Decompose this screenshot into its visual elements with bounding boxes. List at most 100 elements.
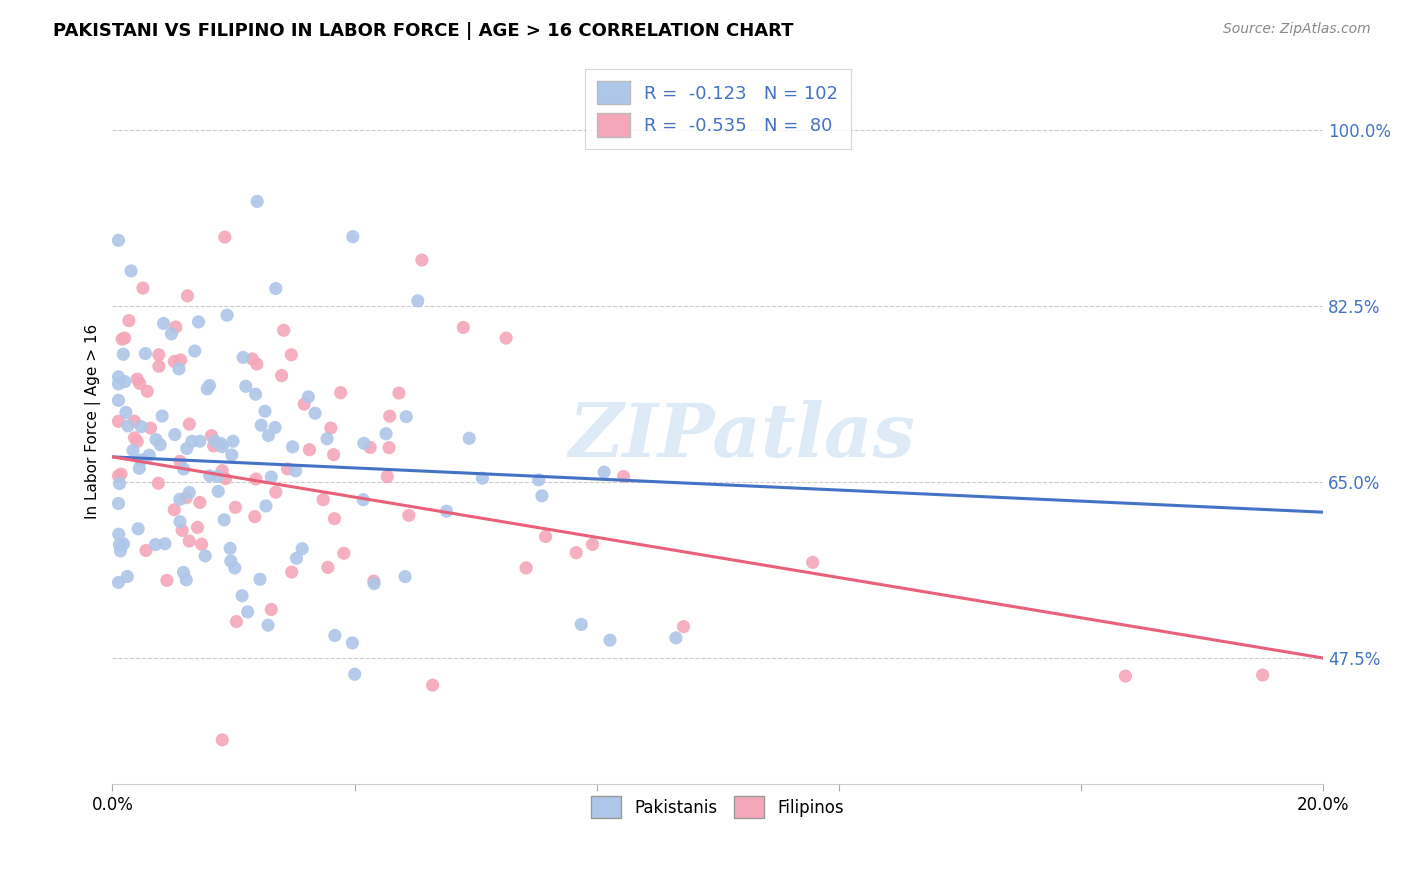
Point bbox=[169, 454, 191, 468]
Point bbox=[292, 397, 315, 411]
Point bbox=[277, 462, 299, 476]
Text: Source: ZipAtlas.com: Source: ZipAtlas.com bbox=[1223, 22, 1371, 37]
Point bbox=[152, 317, 174, 331]
Point bbox=[221, 448, 243, 462]
Point bbox=[222, 434, 245, 449]
Point bbox=[801, 555, 824, 569]
Point bbox=[114, 375, 136, 389]
Point bbox=[204, 434, 226, 448]
Point bbox=[107, 233, 129, 247]
Point bbox=[167, 362, 190, 376]
Point bbox=[250, 418, 273, 433]
Point bbox=[298, 442, 321, 457]
Point bbox=[120, 264, 142, 278]
Point bbox=[207, 484, 229, 499]
Point bbox=[530, 489, 553, 503]
Point bbox=[672, 620, 695, 634]
Point bbox=[599, 633, 621, 648]
Point bbox=[148, 348, 170, 362]
Point bbox=[107, 469, 129, 483]
Point bbox=[329, 385, 352, 400]
Point bbox=[174, 573, 197, 587]
Point bbox=[212, 513, 235, 527]
Point bbox=[343, 667, 366, 681]
Point bbox=[179, 417, 201, 431]
Point bbox=[145, 538, 167, 552]
Point bbox=[665, 631, 688, 645]
Point bbox=[260, 470, 283, 484]
Point bbox=[111, 332, 134, 346]
Point bbox=[198, 468, 221, 483]
Point bbox=[243, 509, 266, 524]
Point bbox=[184, 343, 207, 358]
Point bbox=[107, 370, 129, 384]
Point bbox=[148, 359, 170, 374]
Point bbox=[149, 438, 172, 452]
Point bbox=[593, 465, 616, 479]
Point bbox=[163, 427, 186, 442]
Point bbox=[139, 421, 162, 435]
Point bbox=[108, 538, 131, 552]
Point bbox=[270, 368, 292, 383]
Point bbox=[581, 537, 603, 551]
Y-axis label: In Labor Force | Age > 16: In Labor Force | Age > 16 bbox=[86, 324, 101, 519]
Point bbox=[280, 348, 302, 362]
Point bbox=[458, 431, 481, 445]
Point bbox=[254, 499, 277, 513]
Point bbox=[359, 441, 381, 455]
Point bbox=[211, 464, 233, 478]
Point bbox=[422, 678, 444, 692]
Point bbox=[257, 618, 280, 632]
Point bbox=[132, 281, 155, 295]
Point bbox=[1251, 668, 1274, 682]
Point bbox=[179, 485, 201, 500]
Point bbox=[436, 504, 458, 518]
Point bbox=[240, 351, 263, 366]
Point bbox=[136, 384, 159, 399]
Point bbox=[273, 323, 295, 337]
Point bbox=[190, 537, 212, 551]
Point bbox=[112, 537, 135, 551]
Point bbox=[172, 566, 194, 580]
Text: PAKISTANI VS FILIPINO IN LABOR FORCE | AGE > 16 CORRELATION CHART: PAKISTANI VS FILIPINO IN LABOR FORCE | A… bbox=[53, 22, 794, 40]
Point bbox=[495, 331, 517, 345]
Point bbox=[163, 354, 186, 368]
Point bbox=[453, 320, 475, 334]
Point bbox=[388, 386, 411, 401]
Point bbox=[118, 313, 141, 327]
Point bbox=[107, 414, 129, 428]
Point bbox=[333, 546, 356, 560]
Point bbox=[398, 508, 420, 523]
Point bbox=[235, 379, 257, 393]
Point bbox=[173, 462, 195, 476]
Point bbox=[134, 346, 156, 360]
Point bbox=[342, 229, 364, 244]
Point bbox=[245, 387, 267, 401]
Point bbox=[214, 472, 236, 486]
Point bbox=[107, 575, 129, 590]
Point bbox=[225, 615, 247, 629]
Point bbox=[107, 527, 129, 541]
Point bbox=[232, 351, 254, 365]
Point bbox=[207, 469, 229, 483]
Point bbox=[160, 326, 183, 341]
Point bbox=[108, 476, 131, 491]
Point bbox=[176, 442, 198, 456]
Point bbox=[260, 602, 283, 616]
Point bbox=[128, 461, 150, 475]
Point bbox=[107, 496, 129, 510]
Point bbox=[224, 561, 246, 575]
Point bbox=[316, 560, 339, 574]
Point bbox=[352, 492, 374, 507]
Point bbox=[323, 511, 346, 525]
Point bbox=[145, 433, 167, 447]
Point bbox=[297, 390, 319, 404]
Point bbox=[188, 434, 211, 449]
Point bbox=[471, 471, 494, 485]
Point bbox=[181, 434, 204, 449]
Point bbox=[200, 428, 222, 442]
Point bbox=[236, 605, 259, 619]
Point bbox=[211, 732, 233, 747]
Point bbox=[323, 628, 346, 642]
Point bbox=[249, 572, 271, 586]
